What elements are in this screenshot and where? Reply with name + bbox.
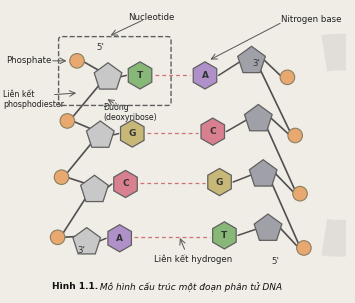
Text: Liên kết hydrogen: Liên kết hydrogen xyxy=(154,255,233,264)
Text: 5': 5' xyxy=(96,43,104,52)
Polygon shape xyxy=(121,120,144,147)
Text: Phosphate: Phosphate xyxy=(6,56,51,65)
Circle shape xyxy=(288,128,302,143)
Polygon shape xyxy=(238,46,266,73)
Polygon shape xyxy=(108,225,131,252)
Polygon shape xyxy=(94,63,122,89)
Circle shape xyxy=(60,114,75,128)
Text: 3': 3' xyxy=(78,246,86,255)
Text: G: G xyxy=(216,178,223,187)
Text: Nitrogen base: Nitrogen base xyxy=(280,15,341,24)
Polygon shape xyxy=(213,222,236,249)
Polygon shape xyxy=(81,175,108,201)
Text: Nucleotide: Nucleotide xyxy=(129,13,175,22)
Text: T: T xyxy=(221,231,228,240)
Text: A: A xyxy=(116,234,123,243)
Circle shape xyxy=(293,186,307,201)
Circle shape xyxy=(280,70,295,85)
Circle shape xyxy=(297,241,311,255)
Text: G: G xyxy=(129,129,136,138)
Text: Hình 1.1.: Hình 1.1. xyxy=(52,282,98,291)
Text: Mô hình cấu trúc một đoạn phân tử DNA: Mô hình cấu trúc một đoạn phân tử DNA xyxy=(97,282,283,292)
Polygon shape xyxy=(87,121,114,147)
Text: T: T xyxy=(137,71,143,80)
Polygon shape xyxy=(128,62,152,89)
Text: 5': 5' xyxy=(272,257,280,266)
Polygon shape xyxy=(254,214,282,240)
Text: C: C xyxy=(209,127,216,136)
Text: A: A xyxy=(202,71,208,80)
Polygon shape xyxy=(321,34,355,257)
Text: Đường
(deoxyribose): Đường (deoxyribose) xyxy=(103,102,157,122)
Polygon shape xyxy=(73,228,100,254)
Text: C: C xyxy=(122,179,129,188)
Circle shape xyxy=(54,170,69,185)
Polygon shape xyxy=(114,170,137,198)
Polygon shape xyxy=(193,62,217,89)
Circle shape xyxy=(70,54,84,68)
Circle shape xyxy=(50,230,65,245)
Polygon shape xyxy=(201,118,224,145)
Text: Liên kết
phosphodiester: Liên kết phosphodiester xyxy=(3,90,64,109)
Text: 3': 3' xyxy=(252,59,260,68)
Polygon shape xyxy=(208,168,231,196)
Polygon shape xyxy=(245,105,272,131)
Polygon shape xyxy=(249,160,277,186)
